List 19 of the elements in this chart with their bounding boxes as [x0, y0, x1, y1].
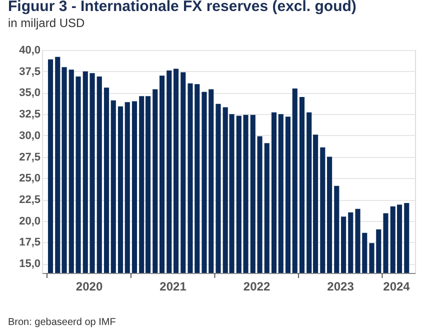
y-tick-label: 30,0	[19, 130, 40, 142]
y-tick-label: 40,0	[19, 44, 40, 56]
y-tick-label: 25,0	[19, 172, 40, 185]
y-tick-label: 27,5	[19, 151, 40, 164]
x-tick-label: 2020	[76, 280, 103, 294]
text: Bron: gebaseerd op IMF	[8, 317, 116, 328]
y-tick-label: 35,0	[19, 87, 40, 100]
x-tick-label: 2022	[243, 280, 270, 294]
x-tick-label: 2021	[160, 280, 187, 294]
chart-subtitle: in miljard USD	[8, 16, 86, 30]
y-tick-label: 15,0	[19, 258, 40, 270]
chart-title: Figuur 3 - Internationale FX reserves (excl. goud)	[8, 0, 356, 15]
x-tick-label: 2023	[327, 280, 354, 294]
x-tick-label: 2024	[383, 280, 410, 294]
y-tick-label: 37,5	[19, 66, 40, 78]
y-tick-label: 22,5	[19, 194, 40, 206]
y-tick-label: 20,0	[19, 215, 40, 228]
y-tick-label: 17,5	[19, 236, 40, 249]
y-tick-label: 32,5	[19, 108, 40, 121]
